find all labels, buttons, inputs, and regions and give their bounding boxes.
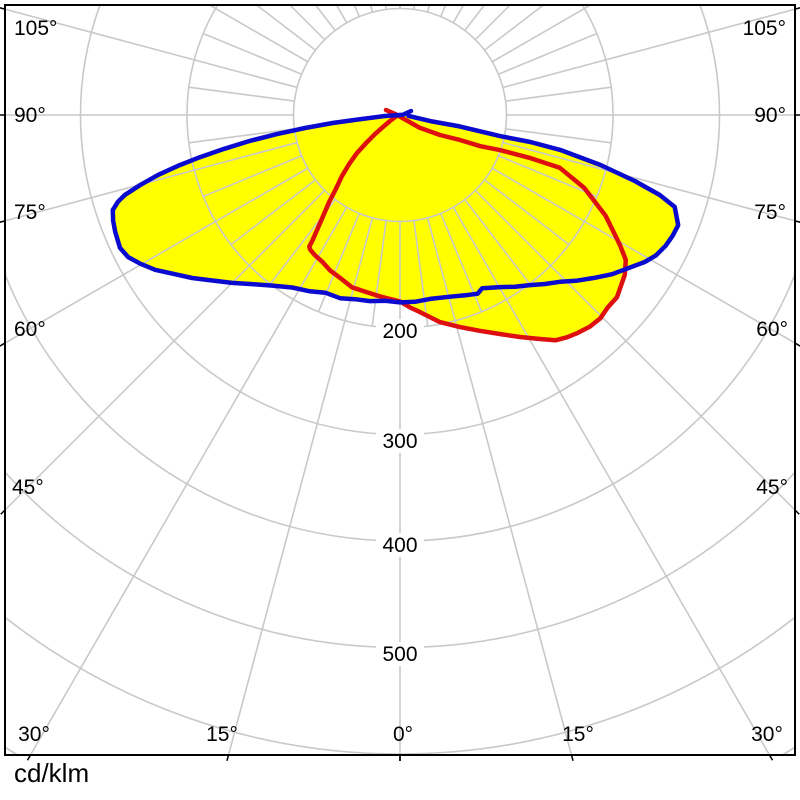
radial-label-halo: [376, 319, 424, 343]
gamma-label: 45°: [756, 476, 788, 499]
radial-tick-label-400: 400: [382, 534, 417, 557]
unit-label: cd/klm: [14, 758, 90, 788]
grid-ray-minor: [188, 128, 295, 144]
grid-ray-major: [502, 141, 795, 222]
gamma-label: 30°: [18, 723, 50, 746]
grid-ray-minor: [484, 5, 545, 51]
grid-ray-minor: [317, 213, 360, 313]
grid-ray-minor: [498, 32, 598, 75]
angle-tick-75: [0, 220, 6, 223]
grid-ray-minor: [255, 5, 316, 51]
gamma-label: 90°: [14, 104, 46, 127]
grid-ray-minor: [484, 179, 570, 246]
grid-ray-minor: [505, 86, 612, 102]
radial-label-halo: [376, 533, 424, 557]
grid-ray-minor: [505, 128, 612, 144]
gamma-label: 15°: [206, 723, 238, 746]
grid-ray-minor: [498, 155, 598, 198]
grid-ray-major: [474, 189, 795, 512]
grid-ray-major: [5, 8, 298, 89]
grid-ray-minor: [230, 179, 316, 246]
angle-tick-45: [794, 509, 800, 515]
angle-tick-15: [226, 754, 230, 761]
grid-ray-major: [502, 8, 795, 89]
gamma-label: 90°: [754, 104, 786, 127]
gamma-label: 75°: [14, 201, 46, 224]
angle-tick-30: [26, 754, 32, 761]
gamma-label: 75°: [754, 201, 786, 224]
grid-ray-minor: [371, 220, 387, 327]
angle-tick-15: [570, 754, 574, 761]
grid-ray-major: [5, 189, 326, 512]
radial-label-halo: [376, 642, 424, 666]
gamma-label: 105°: [743, 17, 786, 40]
radial-tick-label-200: 200: [382, 320, 417, 343]
grid-ray-major: [491, 167, 795, 344]
radial-tick-label-300: 300: [382, 430, 417, 453]
gamma-labels: 105° 90° 75° 60° 45° 30° 15° 0° 15° 30° 45° 60° 75° 9…: [12, 17, 788, 746]
angle-tick-30: [768, 754, 774, 761]
gamma-label: 15°: [562, 723, 594, 746]
gamma-label: 45°: [12, 476, 44, 499]
gamma-label: 105°: [14, 17, 57, 40]
curve_red: [307, 107, 629, 343]
angle-tick-45: [0, 509, 6, 515]
grid-ray-major: [227, 217, 374, 755]
grid-ray-minor: [202, 32, 302, 75]
grid-ray-minor: [188, 86, 295, 102]
grid-ray-minor: [413, 220, 429, 327]
grid-ray-major: [5, 167, 309, 344]
gamma-label: 60°: [756, 318, 788, 341]
grid-ray-minor: [314, 5, 336, 31]
grid-ray-minor: [464, 5, 486, 31]
angle-tick-105: [0, 7, 6, 10]
gamma-label: 30°: [751, 723, 783, 746]
gamma-label: 60°: [14, 318, 46, 341]
grid-ray-minor: [202, 155, 302, 198]
angle-tick-60: [794, 342, 800, 347]
grid-ray-minor: [464, 199, 531, 285]
grid-ray-major: [452, 206, 771, 755]
gamma-label: 0°: [393, 723, 413, 746]
radial-tick-labels: 200 300 400 500: [376, 319, 424, 666]
curve_blue: [110, 108, 681, 305]
radial-label-halo: [376, 429, 424, 453]
grid-ray-major: [29, 206, 348, 755]
angle-tick-60: [0, 342, 6, 347]
grid-ray-major: [426, 217, 573, 755]
radial-tick-label-500: 500: [382, 643, 417, 666]
